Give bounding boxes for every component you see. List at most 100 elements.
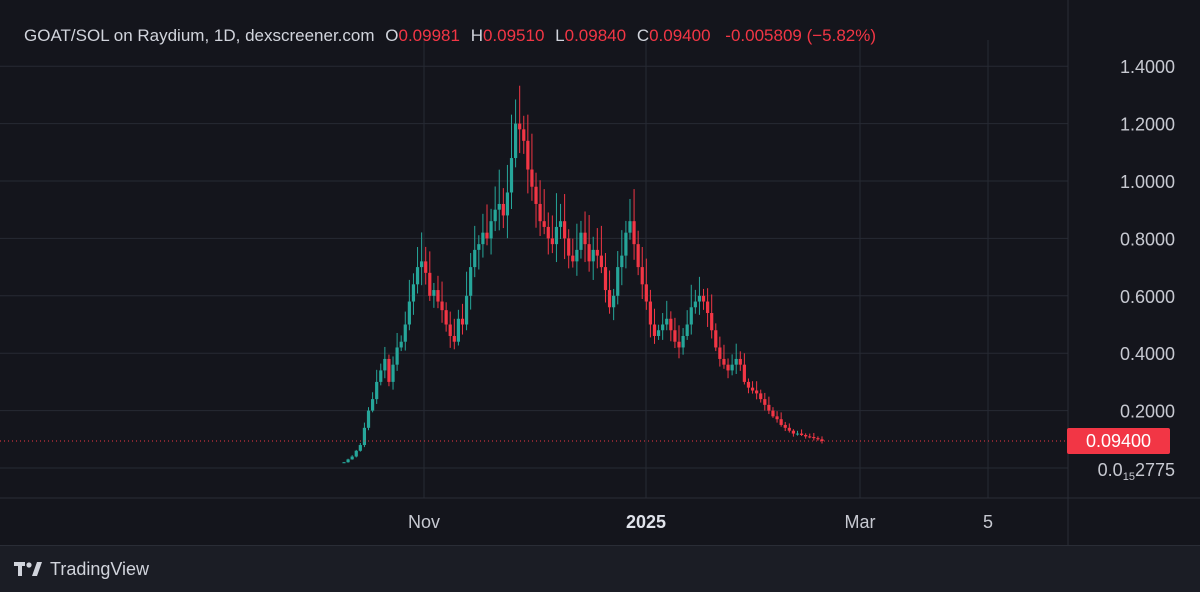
y-tick-label: 1.4000 bbox=[1120, 57, 1175, 77]
candle-body bbox=[677, 341, 681, 348]
candle-body bbox=[791, 430, 796, 434]
x-tick-label: Mar bbox=[845, 512, 876, 532]
candle-body bbox=[448, 324, 452, 336]
candle-body bbox=[779, 419, 783, 425]
low-label: L bbox=[555, 26, 565, 45]
x-tick-label: 5 bbox=[983, 512, 993, 532]
candle-body bbox=[652, 324, 657, 336]
candle-body bbox=[787, 427, 791, 431]
candle-body bbox=[607, 290, 612, 308]
candle-body bbox=[554, 226, 559, 245]
candle-body bbox=[669, 318, 673, 331]
candle-body bbox=[697, 295, 702, 302]
candle-body bbox=[370, 399, 375, 411]
candle-body bbox=[718, 347, 722, 359]
y-tick-label: 1.2000 bbox=[1120, 115, 1175, 135]
candle-body bbox=[350, 456, 354, 460]
y-tick-label: 0.8000 bbox=[1120, 229, 1175, 249]
candle-body bbox=[477, 244, 481, 250]
candle-body bbox=[534, 186, 538, 204]
candle-body bbox=[750, 387, 755, 391]
candle-body bbox=[415, 267, 420, 285]
candle-body bbox=[538, 203, 542, 222]
y-tick-label: 0.6000 bbox=[1120, 287, 1175, 307]
candle-body bbox=[469, 267, 473, 296]
candle-body bbox=[436, 290, 440, 302]
candle-body bbox=[379, 370, 383, 382]
candle-body bbox=[579, 232, 583, 250]
candle-body bbox=[583, 232, 587, 245]
candle-body bbox=[550, 238, 554, 245]
candle-body bbox=[575, 249, 579, 262]
candle-body bbox=[640, 267, 644, 285]
y-tick-label: 0.2000 bbox=[1120, 402, 1175, 422]
candle-body bbox=[522, 129, 526, 141]
candle-body bbox=[636, 244, 640, 268]
y-axis[interactable]: 1.4000 1.2000 1.0000 0.8000 0.6000 0.4000 0.20… bbox=[1098, 57, 1175, 483]
candle-body bbox=[644, 284, 648, 302]
candle-body bbox=[420, 261, 424, 268]
candle-body bbox=[411, 284, 416, 302]
candle-body bbox=[563, 221, 567, 239]
candle-body bbox=[395, 347, 399, 365]
open-label: O bbox=[385, 26, 399, 45]
candle-body bbox=[775, 416, 779, 420]
candle-body bbox=[763, 399, 767, 405]
y-tick-label-min: 0.0152775 bbox=[1098, 460, 1175, 483]
candle-body bbox=[612, 295, 616, 308]
candle-body bbox=[681, 335, 685, 348]
candle-body bbox=[689, 307, 693, 325]
candle-body bbox=[804, 434, 808, 437]
ohlc-legend: GOAT/SOL on Raydium, 1D, dexscreener.com… bbox=[24, 26, 876, 46]
candle-body bbox=[767, 404, 771, 411]
candle-body bbox=[481, 232, 485, 245]
chart-frame[interactable]: 1.4000 1.2000 1.0000 0.8000 0.6000 0.4000 0.20… bbox=[0, 0, 1200, 546]
candle-body bbox=[530, 169, 534, 187]
candle-body bbox=[444, 310, 448, 325]
candle-body bbox=[346, 459, 350, 463]
candle-body bbox=[746, 381, 751, 388]
symbol-label: GOAT/SOL on Raydium, 1D, dexscreener.com bbox=[24, 26, 375, 45]
candle-body bbox=[632, 221, 636, 245]
candle-body bbox=[362, 427, 367, 446]
candle-body bbox=[599, 255, 603, 268]
candle-body bbox=[513, 123, 518, 159]
candle-body bbox=[620, 255, 624, 268]
candle-body bbox=[710, 313, 714, 331]
candle-body bbox=[383, 358, 387, 371]
tradingview-logo-icon bbox=[14, 562, 42, 576]
candle-body bbox=[693, 301, 697, 308]
candle-body bbox=[771, 410, 775, 417]
candle-body bbox=[375, 381, 379, 400]
y-tick-label: 1.0000 bbox=[1120, 172, 1175, 192]
candle-body bbox=[742, 364, 746, 382]
candle-body bbox=[473, 249, 477, 268]
candle-body bbox=[701, 295, 706, 302]
candle-body bbox=[366, 410, 371, 428]
candle-body bbox=[591, 249, 595, 262]
candle-body bbox=[407, 301, 411, 325]
brand-name: TradingView bbox=[50, 558, 150, 579]
price-chart[interactable]: 1.4000 1.2000 1.0000 0.8000 0.6000 0.4000 0.20… bbox=[0, 0, 1200, 545]
candle-body bbox=[464, 295, 469, 325]
candle-body bbox=[812, 437, 816, 439]
tradingview-brand[interactable]: TradingView bbox=[14, 557, 149, 581]
candle-body bbox=[587, 244, 591, 262]
candle-body bbox=[452, 335, 456, 342]
candle-body bbox=[656, 330, 661, 336]
candle-body bbox=[755, 390, 759, 394]
candle-body bbox=[571, 255, 575, 262]
x-axis[interactable]: Nov 2025 Mar 5 bbox=[408, 512, 993, 532]
candle-body bbox=[759, 393, 763, 400]
candle-body bbox=[706, 301, 710, 314]
close-value: 0.09400 bbox=[649, 26, 711, 45]
candle-body bbox=[648, 301, 653, 325]
candle-body bbox=[428, 272, 432, 296]
candle-body bbox=[456, 318, 460, 342]
candle-body bbox=[726, 364, 730, 371]
grid-lines bbox=[0, 0, 1200, 545]
x-tick-label: Nov bbox=[408, 512, 440, 532]
candle-body bbox=[403, 324, 407, 342]
candle-body bbox=[501, 203, 505, 216]
current-price-tag: 0.09400 bbox=[1067, 428, 1170, 454]
